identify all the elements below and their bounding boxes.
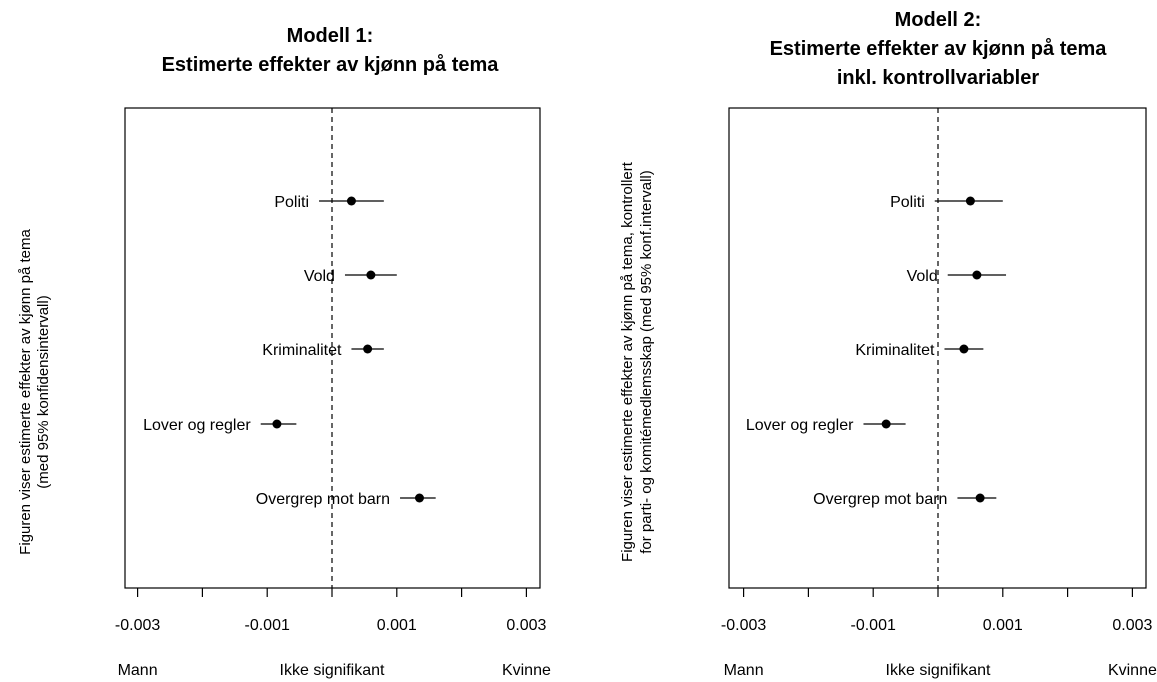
category-label: Kriminalitet bbox=[855, 342, 935, 359]
category-label: Kriminalitet bbox=[262, 342, 342, 359]
estimate-point bbox=[414, 493, 424, 503]
category-label: Overgrep mot barn bbox=[813, 491, 947, 508]
bottom-label: Mann bbox=[118, 662, 158, 679]
x-tick-label: -0.001 bbox=[851, 617, 896, 634]
estimate-point bbox=[363, 344, 373, 354]
bottom-label: Kvinne bbox=[502, 662, 551, 679]
y-axis-label-line: for parti- og komitémedlemsskap (med 95%… bbox=[638, 170, 655, 553]
y-axis-label-line: (med 95% konfidensintervall) bbox=[35, 295, 52, 488]
x-tick-label: 0.001 bbox=[377, 617, 417, 634]
category-label: Vold bbox=[304, 268, 335, 285]
chart-title-line: Modell 1: bbox=[287, 25, 374, 47]
x-tick-label: 0.003 bbox=[506, 617, 546, 634]
estimate-point bbox=[346, 196, 356, 206]
estimate-point bbox=[965, 196, 975, 206]
x-tick-label: 0.001 bbox=[983, 617, 1023, 634]
category-label: Vold bbox=[907, 268, 938, 285]
chart-panel-2: Modell 2: Estimerte effekter av kjønn på … bbox=[619, 9, 1157, 679]
bottom-label: Ikke signifikant bbox=[886, 662, 991, 679]
x-tick-label: -0.001 bbox=[245, 617, 290, 634]
x-tick-label: -0.003 bbox=[721, 617, 766, 634]
y-axis-label-line: Figuren viser estimerte effekter av kjøn… bbox=[17, 229, 34, 555]
x-tick-label: 0.003 bbox=[1112, 617, 1152, 634]
bottom-label: Ikke signifikant bbox=[280, 662, 385, 679]
chart-title-line: Modell 2: bbox=[895, 9, 982, 31]
category-label: Politi bbox=[274, 194, 309, 211]
chart-title-line: Estimerte effekter av kjønn på tema bbox=[770, 37, 1108, 60]
category-label: Lover og regler bbox=[746, 417, 854, 434]
bottom-label: Mann bbox=[724, 662, 764, 679]
estimate-point bbox=[975, 493, 985, 503]
chart-title-line: inkl. kontrollvariabler bbox=[837, 67, 1040, 89]
category-label: Lover og regler bbox=[143, 417, 251, 434]
y-axis-label-line: Figuren viser estimerte effekter av kjøn… bbox=[619, 161, 636, 562]
chart-panel-1: Modell 1: Estimerte effekter av kjønn på … bbox=[17, 25, 551, 679]
estimate-point bbox=[272, 419, 282, 429]
estimate-point bbox=[972, 270, 982, 280]
x-tick-label: -0.003 bbox=[115, 617, 160, 634]
chart-title-line: Estimerte effekter av kjønn på tema bbox=[162, 53, 500, 76]
category-label: Overgrep mot barn bbox=[256, 491, 390, 508]
category-label: Politi bbox=[890, 194, 925, 211]
bottom-label: Kvinne bbox=[1108, 662, 1157, 679]
estimate-point bbox=[881, 419, 891, 429]
estimate-point bbox=[366, 270, 376, 280]
estimate-point bbox=[959, 344, 969, 354]
